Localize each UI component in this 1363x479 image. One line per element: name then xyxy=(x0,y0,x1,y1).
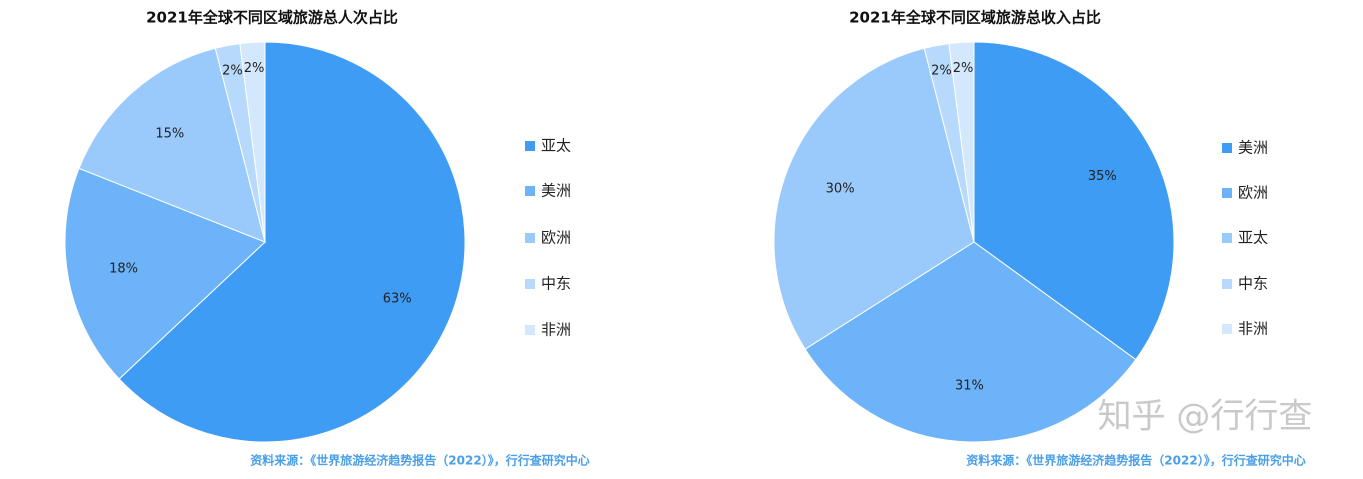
data-label: 2% xyxy=(222,64,243,79)
chart-title: 2021年全球不同区域旅游总人次占比 xyxy=(146,9,398,27)
pie-slice xyxy=(78,47,266,243)
source-note: 资料来源：《世界旅游经济趋势报告（2022）》，行行查研究中心 xyxy=(966,453,1305,468)
legend-swatch xyxy=(525,233,535,243)
legend-label: 亚太 xyxy=(1238,229,1268,247)
data-label: 2% xyxy=(953,61,974,76)
legend-label: 美洲 xyxy=(1238,139,1268,157)
data-label: 35% xyxy=(1088,169,1117,184)
pie-slice xyxy=(948,41,975,243)
source-note: 资料来源：《世界旅游经济趋势报告（2022）》，行行查研究中心 xyxy=(250,453,589,468)
legend-label: 美洲 xyxy=(541,182,571,200)
legend-swatch xyxy=(1222,233,1232,243)
pie-slice xyxy=(973,41,1175,361)
legend-label: 非洲 xyxy=(541,321,571,339)
legend-swatch xyxy=(525,279,535,289)
legend-label: 亚太 xyxy=(541,137,571,155)
chart-title: 2021年全球不同区域旅游总收入占比 xyxy=(849,9,1101,27)
pie-slice xyxy=(64,167,266,380)
legend-swatch xyxy=(1222,279,1232,289)
pie-slice xyxy=(239,41,266,243)
legend-swatch xyxy=(525,186,535,196)
legend-label: 非洲 xyxy=(1238,320,1268,338)
data-label: 31% xyxy=(955,378,984,393)
legend-label: 欧洲 xyxy=(541,229,571,247)
pie-slice xyxy=(773,47,975,350)
legend-swatch xyxy=(525,141,535,151)
watermark: 知乎 @行行查 xyxy=(1098,397,1313,437)
legend-swatch xyxy=(1222,188,1232,198)
legend-swatch xyxy=(1222,324,1232,334)
legend-label: 欧洲 xyxy=(1238,184,1268,202)
data-label: 18% xyxy=(109,261,138,276)
legend-label: 中东 xyxy=(1238,275,1268,293)
data-label: 30% xyxy=(826,181,855,196)
pie-slice xyxy=(804,241,1137,443)
data-label: 2% xyxy=(244,61,265,76)
legend-swatch xyxy=(525,325,535,335)
pie-slice xyxy=(118,41,466,443)
data-label: 2% xyxy=(931,64,952,79)
legend-swatch xyxy=(1222,143,1232,153)
legend-label: 中东 xyxy=(541,275,571,293)
data-label: 15% xyxy=(155,126,184,141)
data-label: 63% xyxy=(383,292,412,307)
